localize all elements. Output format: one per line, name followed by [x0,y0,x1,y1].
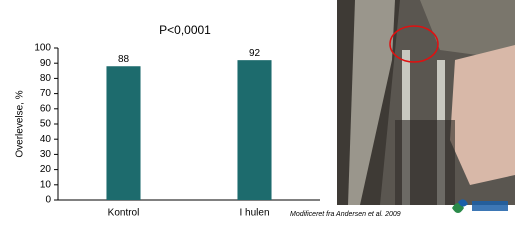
x-tick-label: Kontrol [108,208,140,219]
page: P<0,0001 Overlevelse, % Modificeret fra … [0,0,517,243]
y-tick-label: 70 [40,88,52,99]
y-tick-label: 40 [40,134,52,145]
x-tick-label: I hulen [239,208,269,219]
y-tick-label: 20 [40,164,52,175]
caption: Modificeret fra Andersen et al. 2009 [290,211,401,218]
y-tick-label: 80 [40,73,52,84]
chart-title: P<0,0001 [159,23,211,37]
bar [237,60,271,200]
y-axis-label: Overlevelse, % [15,90,26,157]
y-tick-label: 30 [40,149,52,160]
chart: P<0,0001 Overlevelse, % Modificeret fra … [0,0,517,243]
bar [106,66,140,200]
y-tick-label: 60 [40,103,52,114]
y-tick-label: 10 [40,179,52,190]
logo [452,199,508,213]
value-label: 88 [118,54,130,65]
value-label: 92 [249,48,261,59]
y-tick-label: 100 [34,43,51,54]
y-tick-label: 90 [40,58,52,69]
y-tick-label: 50 [40,119,52,130]
y-tick-label: 0 [45,195,51,206]
photo [337,0,515,205]
